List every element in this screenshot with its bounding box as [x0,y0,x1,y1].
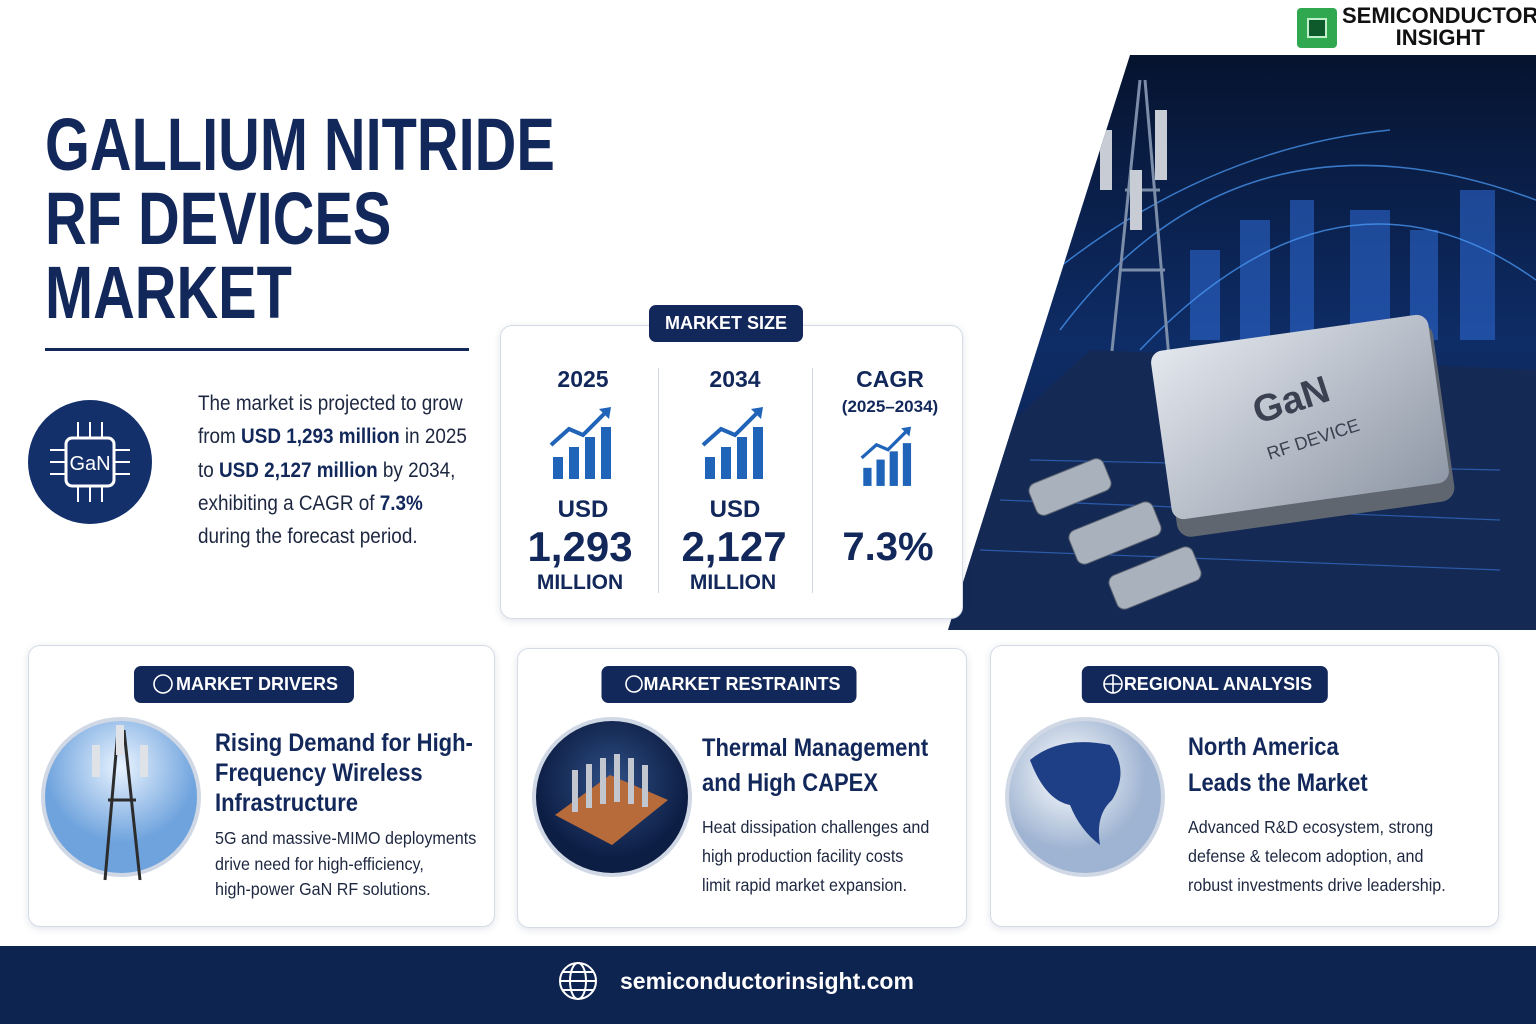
col-prefix: USD [709,496,761,523]
footer-url[interactable]: semiconductorinsight.com [620,968,914,994]
intro-text: 7.3% [379,491,423,515]
growth-icon [860,426,912,486]
logo-line: SEMICONDUCTOR [1342,3,1536,28]
gan-icon: GaN [28,400,152,524]
hero-image: GaN RF DEVICE [948,55,1536,630]
col-unit: MILLION [536,571,624,594]
intro-text: during the forecast period. [198,525,418,549]
card-body: drive need for high-efficiency, [215,854,424,874]
divider [658,368,659,593]
intro-line: The market is projected to grow [198,392,463,416]
intro-line: during the forecast period. [198,525,418,549]
intro-text: USD 1,293 million [241,425,400,449]
card-badge: MARKET RESTRAINTS [601,666,857,703]
growth-icon [701,407,763,479]
logo-icon [1297,8,1337,48]
card-title: North America [1188,733,1339,761]
title-line: MARKET [45,251,292,334]
growth-icon [549,407,611,479]
title-rule [45,348,469,351]
col-value: 1,293 [527,523,633,570]
title-line: RF DEVICES [45,177,392,260]
intro-text: The market is projected to grow [198,392,463,415]
col-heading: 2025 [557,366,609,392]
card-title: Frequency Wireless [215,759,423,787]
card-body: Heat dissipation challenges and [702,817,930,837]
card-body: defense & telecom adoption, and [1188,846,1424,866]
market-size-badge: MARKET SIZE [648,305,804,342]
card-title: Thermal Management [702,734,929,762]
intro-line: exhibiting a CAGR of 7.3% [198,492,423,516]
intro-text: to [198,458,220,482]
card-badge: MARKET DRIVERS [133,666,355,703]
footer [0,946,1536,1024]
card-body: limit rapid market expansion. [702,875,907,895]
col-value: 7.3% [842,525,934,569]
card-body: high-power GaN RF solutions. [215,879,431,899]
col-subheading: (2025–2034) [841,397,939,416]
intro-line: to USD 2,127 million by 2034, [198,459,455,483]
card-badge: REGIONAL ANALYSIS [1081,666,1329,703]
col-value: 2,127 [681,523,787,570]
divider [812,368,813,593]
card-title: Infrastructure [215,789,359,817]
intro-text: exhibiting a CAGR of [198,491,380,515]
intro-text: by 2034, [377,458,456,482]
card-body: 5G and massive-MIMO deployments [215,828,477,848]
title-line: GALLIUM NITRIDE [45,103,555,186]
card-body: high production facility costs [702,846,904,866]
card-body: robust investments drive leadership. [1188,875,1446,895]
intro-line: from USD 1,293 million in 2025 [198,425,467,449]
col-heading: 2034 [709,366,761,392]
col-unit: MILLION [689,571,777,594]
card-title: and High CAPEX [702,769,879,797]
intro-text: USD 2,127 million [219,458,378,482]
globe-icon [559,962,597,1000]
card-title: Rising Demand for High- [215,729,473,757]
card-title: Leads the Market [1188,769,1368,797]
logo-line: INSIGHT [1395,25,1485,50]
icon-label: GaN [69,453,110,475]
col-prefix: USD [557,496,609,523]
intro-text: in 2025 [399,425,467,449]
col-heading: CAGR [856,366,924,392]
logo-text[interactable]: SEMICONDUCTOR INSIGHT [1342,5,1536,49]
card-body: Advanced R&D ecosystem, strong [1188,817,1434,837]
intro-text: from [198,425,242,449]
